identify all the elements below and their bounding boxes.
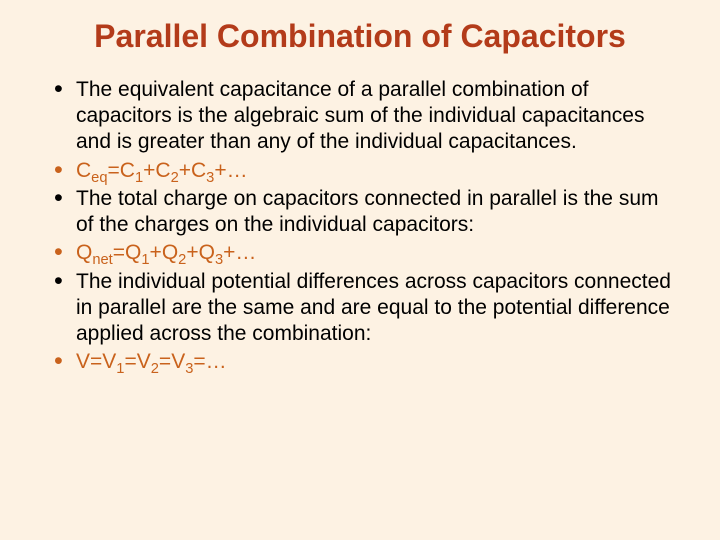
slide: Parallel Combination of Capacitors The e… [0, 0, 720, 540]
subscript: 1 [116, 361, 124, 377]
subscript: 1 [135, 170, 143, 186]
subscript: 2 [151, 361, 159, 377]
subscript: 2 [171, 170, 179, 186]
slide-title: Parallel Combination of Capacitors [40, 18, 680, 55]
subscript: 2 [178, 252, 186, 268]
bullet-list: The equivalent capacitance of a parallel… [54, 77, 680, 376]
subscript: 3 [215, 252, 223, 268]
bullet-formula: Qnet=Q1+Q2+Q3+… [54, 240, 680, 266]
bullet-text: The individual potential differences acr… [54, 269, 680, 348]
subscript: 1 [141, 252, 149, 268]
bullet-formula: Ceq=C1+C2+C3+… [54, 158, 680, 184]
bullet-text: The equivalent capacitance of a parallel… [54, 77, 680, 156]
subscript: net [92, 252, 112, 268]
bullet-formula: V=V1=V2=V3=… [54, 349, 680, 375]
subscript: 3 [206, 170, 214, 186]
subscript: 3 [185, 361, 193, 377]
subscript: eq [91, 170, 107, 186]
bullet-text: The total charge on capacitors connected… [54, 186, 680, 239]
